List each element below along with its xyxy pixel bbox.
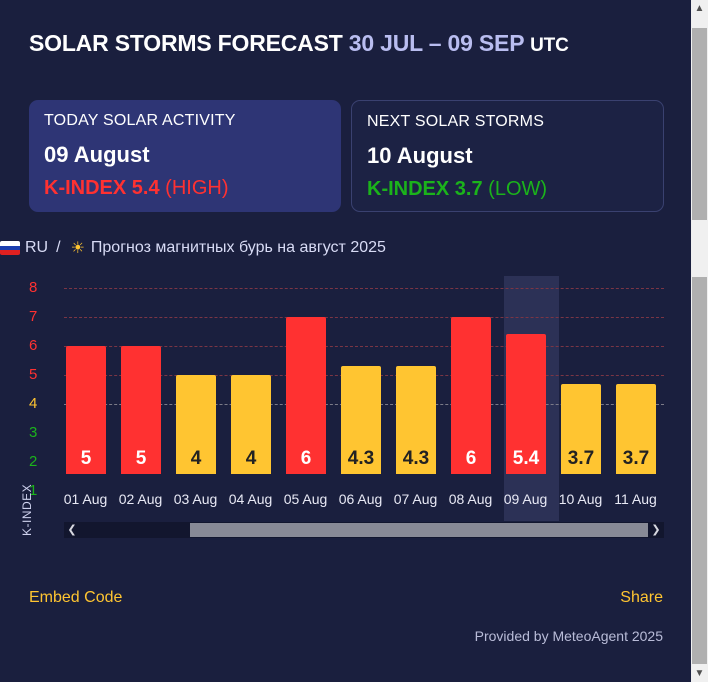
bar-value-label: 6: [465, 448, 477, 469]
next-date: 10 August: [367, 143, 473, 168]
x-tick-label: 09 Aug: [503, 491, 548, 507]
grid-line: [64, 346, 664, 347]
x-tick-label: 10 Aug: [558, 491, 603, 507]
x-tick-label: 05 Aug: [283, 491, 328, 507]
scroll-left-icon[interactable]: ❮: [67, 524, 77, 536]
language-separator: /: [56, 239, 61, 256]
y-tick-label: 8: [29, 279, 38, 296]
bar-value-label: 3.7: [622, 447, 650, 469]
y-tick-label: 2: [29, 453, 38, 470]
title-prefix: SOLAR STORMS FORECAST: [29, 30, 343, 56]
chart-bar[interactable]: 4.3: [396, 366, 436, 474]
y-tick-label: 7: [29, 308, 38, 325]
bar-value-label: 4.3: [402, 447, 430, 469]
chart-bar[interactable]: 3.7: [616, 383, 656, 474]
share-link[interactable]: Share: [620, 589, 663, 606]
y-tick-label: 1: [29, 482, 38, 499]
grid-line: [64, 288, 664, 289]
bar-value-label: 3.7: [567, 447, 595, 469]
next-storms-card: NEXT SOLAR STORMS 10 August K-INDEX 3.7 …: [351, 100, 664, 212]
title-utc: UTC: [530, 35, 569, 56]
x-tick-label: 02 Aug: [118, 491, 163, 507]
bar-value-label: 5: [135, 448, 147, 469]
today-kindex: K-INDEX 5.4 (HIGH): [44, 177, 326, 200]
x-tick-label: 08 Aug: [448, 491, 493, 507]
next-kindex: K-INDEX 3.7 (LOW): [367, 178, 648, 201]
sun-icon: ☀: [70, 240, 85, 257]
today-level: (HIGH): [165, 177, 229, 199]
chart-bar[interactable]: 3.7: [561, 383, 601, 474]
chart-bar[interactable]: 4: [231, 375, 271, 474]
chart-bar[interactable]: 5.4: [506, 334, 546, 474]
scroll-up-icon[interactable]: ▲: [694, 3, 705, 14]
bar-value-label: 4: [190, 448, 202, 469]
monthly-forecast-link[interactable]: Прогноз магнитных бурь на август 2025: [90, 239, 386, 256]
x-tick-label: 01 Aug: [63, 491, 108, 507]
language-bar: RU / ☀ Прогноз магнитных бурь на август …: [0, 238, 386, 258]
chart-bar[interactable]: 6: [286, 317, 326, 474]
bar-value-label: 6: [300, 448, 312, 469]
y-tick-label: 6: [29, 337, 38, 354]
scroll-down-icon[interactable]: ▼: [694, 668, 705, 679]
page-title: SOLAR STORMS FORECAST 30 JUL – 09 SEP UT…: [29, 30, 569, 57]
bar-value-label: 5: [80, 448, 92, 469]
x-tick-label: 06 Aug: [338, 491, 383, 507]
chart-bar[interactable]: 5: [66, 346, 106, 474]
bar-value-label: 4.3: [347, 447, 375, 469]
scroll-right-icon[interactable]: ❯: [651, 524, 661, 536]
embed-code-link[interactable]: Embed Code: [29, 589, 123, 606]
next-level: (LOW): [488, 178, 548, 200]
russia-flag-icon[interactable]: [0, 241, 20, 255]
chart-bar[interactable]: 4: [176, 375, 216, 474]
title-dates: 30 JUL – 09 SEP: [348, 30, 524, 56]
chart-horizontal-scrollbar[interactable]: ❮ ❯: [64, 522, 664, 538]
today-kindex-label: K-INDEX: [44, 177, 127, 199]
chart-bar[interactable]: 4.3: [341, 366, 381, 474]
page-vertical-scrollbar[interactable]: ▲ ▼: [691, 0, 708, 682]
grid-line: [64, 317, 664, 318]
page-scroll-thumb-bottom[interactable]: [692, 277, 707, 664]
next-label: NEXT SOLAR STORMS: [367, 113, 545, 130]
today-activity-card: TODAY SOLAR ACTIVITY 09 August K-INDEX 5…: [29, 100, 341, 212]
y-tick-label: 3: [29, 424, 38, 441]
y-axis-label: K-INDEX: [20, 483, 34, 536]
chart-scroll-thumb[interactable]: [190, 523, 648, 537]
y-tick-label: 5: [29, 366, 38, 383]
bar-value-label: 5.4: [512, 447, 540, 469]
chart-bar[interactable]: 5: [121, 346, 161, 474]
bar-value-label: 4: [245, 448, 257, 469]
today-label: TODAY SOLAR ACTIVITY: [44, 112, 236, 129]
provided-by-text: Provided by MeteoAgent 2025: [474, 628, 663, 644]
y-tick-label: 4: [29, 395, 38, 412]
x-tick-label: 07 Aug: [393, 491, 438, 507]
next-kindex-label: K-INDEX: [367, 178, 450, 200]
x-tick-label: 04 Aug: [228, 491, 273, 507]
x-tick-label: 11 Aug: [614, 491, 657, 507]
today-kindex-value: 5.4: [131, 177, 160, 199]
today-date: 09 August: [44, 142, 150, 167]
next-kindex-value: 3.7: [454, 178, 483, 200]
x-tick-label: 03 Aug: [173, 491, 218, 507]
page-scroll-thumb-top[interactable]: [692, 28, 707, 220]
language-code[interactable]: RU: [25, 239, 49, 256]
chart-bar[interactable]: 6: [451, 317, 491, 474]
